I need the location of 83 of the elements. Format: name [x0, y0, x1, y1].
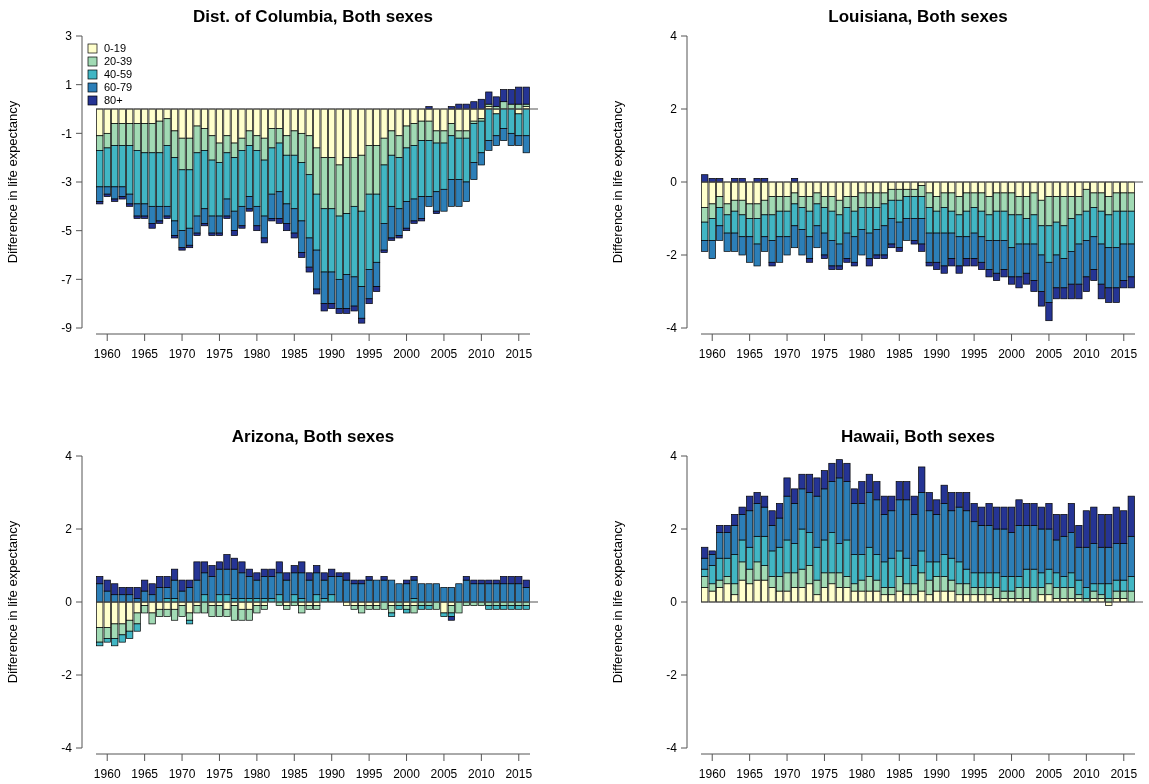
chart-title: Dist. of Columbia, Both sexes — [193, 7, 433, 26]
x-tick-label: 1995 — [355, 767, 383, 781]
x-tick-label: 2000 — [998, 347, 1026, 361]
legend-label: 60-79 — [104, 81, 133, 93]
y-tick-label: -3 — [61, 175, 73, 190]
y-axis-title: Difference in life expectancy — [5, 100, 20, 264]
y-tick-label: 4 — [65, 449, 73, 464]
x-tick-label: 1990 — [923, 347, 951, 361]
x-tick-label: 1980 — [848, 767, 876, 781]
y-axis-title: Difference in life expectancy — [610, 520, 625, 684]
y-tick-label: 4 — [670, 29, 678, 44]
x-tick-label: 1970 — [773, 767, 801, 781]
x-tick-label: 2005 — [1035, 767, 1063, 781]
x-tick-label: 1975 — [206, 767, 234, 781]
x-tick-label: 1980 — [243, 767, 271, 781]
legend-label: 20-39 — [104, 55, 133, 67]
legend-label: 0-19 — [104, 42, 127, 54]
y-tick-label: 0 — [65, 595, 73, 610]
y-tick-label: 2 — [670, 522, 678, 537]
legend-label: 40-59 — [104, 68, 133, 80]
x-tick-label: 1965 — [131, 347, 159, 361]
x-tick-label: 1995 — [960, 767, 988, 781]
x-tick-label: 1995 — [355, 347, 383, 361]
y-tick-label: -4 — [666, 321, 678, 336]
x-tick-label: 1965 — [131, 767, 159, 781]
x-tick-label: 1985 — [280, 767, 308, 781]
y-tick-label: 1 — [65, 77, 73, 92]
x-tick-label: 2010 — [468, 347, 496, 361]
y-tick-label: -7 — [61, 272, 73, 287]
y-tick-label: 0 — [670, 595, 678, 610]
x-tick-label: 1980 — [848, 347, 876, 361]
x-tick-label: 2015 — [1110, 347, 1138, 361]
x-tick-label: 1985 — [885, 347, 913, 361]
x-tick-label: 1985 — [280, 347, 308, 361]
y-axis-title: Difference in life expectancy — [5, 520, 20, 684]
y-tick-label: 0 — [670, 175, 678, 190]
x-tick-label: 1990 — [318, 767, 346, 781]
x-tick-label: 2000 — [998, 767, 1026, 781]
x-tick-label: 1960 — [93, 767, 121, 781]
legend-label: 80+ — [104, 94, 123, 106]
x-tick-label: 2010 — [1073, 347, 1101, 361]
y-axis-title: Difference in life expectancy — [610, 100, 625, 264]
x-tick-label: 1995 — [960, 347, 988, 361]
chart-title: Hawaii, Both sexes — [840, 427, 996, 446]
x-tick-label: 2015 — [505, 347, 533, 361]
x-tick-label: 1970 — [773, 347, 801, 361]
x-tick-label: 2010 — [468, 767, 496, 781]
x-tick-label: 2005 — [430, 347, 458, 361]
chart-title: Louisiana, Both sexes — [828, 7, 1008, 26]
x-tick-label: 1975 — [206, 347, 234, 361]
x-tick-label: 2015 — [1110, 767, 1138, 781]
y-tick-label: -4 — [61, 741, 73, 756]
x-tick-label: 1965 — [736, 347, 764, 361]
x-tick-label: 2005 — [1035, 347, 1063, 361]
x-tick-label: 1990 — [923, 767, 951, 781]
x-tick-label: 1990 — [318, 347, 346, 361]
y-tick-label: -2 — [666, 248, 678, 263]
x-tick-label: 2015 — [505, 767, 533, 781]
y-tick-label: -9 — [61, 321, 73, 336]
x-tick-label: 1975 — [811, 347, 839, 361]
x-tick-label: 1965 — [736, 767, 764, 781]
y-tick-label: -1 — [61, 126, 73, 141]
y-tick-label: -4 — [666, 741, 678, 756]
y-tick-label: 2 — [670, 102, 678, 117]
x-tick-label: 2000 — [393, 767, 421, 781]
x-tick-label: 2005 — [430, 767, 458, 781]
y-tick-label: 3 — [65, 29, 73, 44]
x-tick-label: 2010 — [1073, 767, 1101, 781]
x-tick-label: 1970 — [168, 347, 196, 361]
x-tick-label: 1980 — [243, 347, 271, 361]
x-tick-label: 1960 — [93, 347, 121, 361]
x-tick-label: 1970 — [168, 767, 196, 781]
y-tick-label: -2 — [666, 668, 678, 683]
chart-title: Arizona, Both sexes — [231, 427, 395, 446]
y-tick-label: -5 — [61, 223, 73, 238]
x-tick-label: 1960 — [698, 767, 726, 781]
y-tick-label: 4 — [670, 449, 678, 464]
y-tick-label: -2 — [61, 668, 73, 683]
x-tick-label: 1985 — [885, 767, 913, 781]
x-tick-label: 1975 — [811, 767, 839, 781]
x-tick-label: 2000 — [393, 347, 421, 361]
y-tick-label: 2 — [65, 522, 73, 537]
x-tick-label: 1960 — [698, 347, 726, 361]
